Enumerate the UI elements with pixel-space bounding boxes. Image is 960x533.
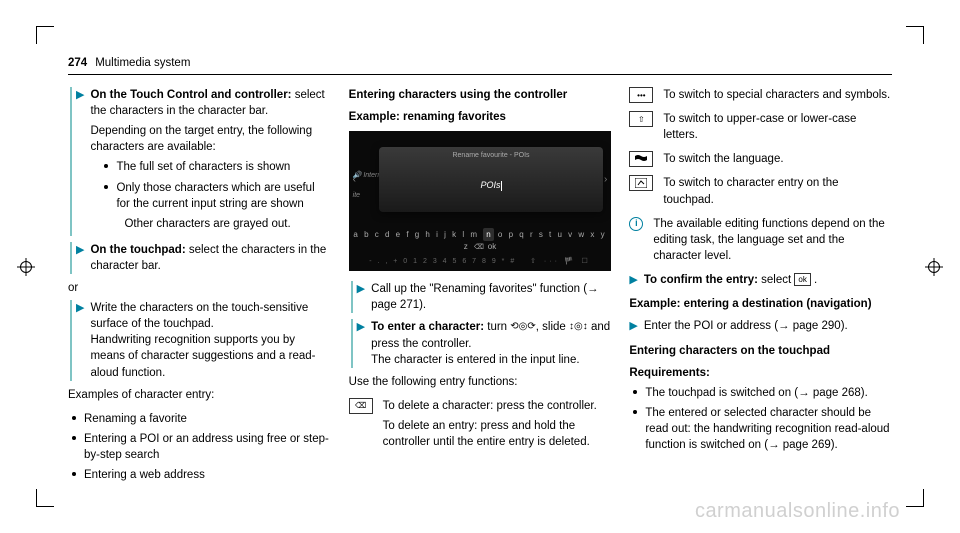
function-text: To delete a character: press the control…	[383, 398, 612, 450]
bullet-icon	[104, 185, 108, 189]
function-row: ••• To switch to special characters and …	[629, 87, 892, 103]
list-item: The entered or selected character should…	[633, 405, 892, 453]
instruction: ▶ Enter the POI or address (→ page 290).	[629, 318, 892, 334]
list-item: Entering a web address	[72, 467, 331, 483]
instruction: ▶ Write the characters on the touch-sens…	[70, 300, 331, 380]
turn-controller-icon: ⟲◎⟳	[510, 320, 535, 334]
function-row: ⇧ To switch to upper-case or lower-case …	[629, 111, 892, 143]
character-bar: a b c d e f g h i j k l m n o p q r s t …	[349, 228, 612, 253]
instruction-text: To confirm the entry: select ok .	[644, 272, 817, 288]
popup-title: Rename favourite - POIs	[379, 151, 604, 161]
instruction: ▶ On the touchpad: select the characters…	[70, 242, 331, 274]
column-2: Entering characters using the controller…	[349, 87, 612, 487]
bullet-icon	[633, 410, 637, 414]
screenshot-figure: 🔊 Intern ite ‹ › Rename favourite - POIs…	[349, 131, 612, 271]
list-item: The full set of characters is shown	[104, 159, 330, 175]
list-item: Entering a POI or an address using free …	[72, 431, 331, 463]
page-content: 274 Multimedia system ▶ On the Touch Con…	[0, 0, 960, 527]
subheading: Example: renaming favorites	[349, 109, 612, 125]
arrow-icon: ▶	[76, 243, 84, 258]
arrow-icon: ▶	[76, 301, 84, 316]
bullet-icon	[72, 436, 76, 440]
function-text: To switch to character entry on the touc…	[663, 175, 892, 207]
number-bar: - . , + 0 1 2 3 4 5 6 7 8 9 * # ⇧ ··· 🏴 …	[349, 257, 612, 267]
instruction-text: On the Touch Control and controller: sel…	[90, 87, 330, 236]
info-icon: i	[629, 217, 643, 231]
bullet-list: Renaming a favorite Entering a POI or an…	[68, 411, 331, 483]
chevron-left-icon: ‹	[353, 173, 356, 187]
heading: Example: entering a destination (navigat…	[629, 296, 892, 312]
page-number: 274	[68, 55, 87, 71]
heading: Entering characters on the touchpad	[629, 343, 892, 359]
list-item: Other characters are grayed out.	[104, 216, 330, 232]
instruction-text: Call up the "Renaming favorites" functio…	[371, 281, 611, 313]
bullet-list: The full set of characters is shown Only…	[90, 159, 330, 231]
list-item: The touchpad is switched on (→ page 268)…	[633, 385, 892, 401]
arrow-icon: ▶	[76, 88, 84, 103]
watermark: carmanualsonline.info	[695, 497, 900, 525]
info-text: The available editing functions depend o…	[653, 216, 892, 264]
instruction: ▶ To enter a character: turn ⟲◎⟳, slide …	[351, 319, 612, 367]
touchpad-icon	[629, 175, 653, 191]
bullet-icon	[633, 390, 637, 394]
instruction: ▶ On the Touch Control and controller: s…	[70, 87, 331, 236]
or-separator: or	[68, 280, 331, 296]
arrow-icon: ▶	[629, 319, 637, 334]
bullet-icon	[72, 416, 76, 420]
popup-input: POIs	[379, 179, 604, 192]
instruction-text: Enter the POI or address (→ page 290).	[644, 318, 848, 334]
screenshot-popup: Rename favourite - POIs POIs	[379, 147, 604, 212]
highlighted-char: n	[483, 228, 493, 241]
bullet-icon	[72, 472, 76, 476]
arrow-icon: ▶	[357, 320, 365, 335]
ok-icon: ok	[794, 273, 810, 286]
flag-icon	[629, 151, 653, 167]
arrow-icon: ▶	[357, 282, 365, 297]
instruction: ▶ Call up the "Renaming favorites" funct…	[351, 281, 612, 313]
special-chars-icon: •••	[629, 87, 653, 103]
instruction-text: To enter a character: turn ⟲◎⟳, slide ↕◎…	[371, 319, 611, 367]
bullet-list: The touchpad is switched on (→ page 268)…	[629, 385, 892, 453]
heading: Entering characters using the controller	[349, 87, 612, 103]
instruction-text: On the touchpad: select the characters i…	[90, 242, 330, 274]
list-item: Renaming a favorite	[72, 411, 331, 427]
arrow-icon: ▶	[629, 273, 637, 288]
function-text: To switch to special characters and symb…	[663, 87, 890, 103]
function-text: To switch to upper-case or lower-case le…	[663, 111, 892, 143]
column-3: ••• To switch to special characters and …	[629, 87, 892, 487]
paragraph: Examples of character entry:	[68, 387, 331, 403]
bullet-icon	[104, 164, 108, 168]
function-row: To switch the language.	[629, 151, 892, 167]
list-item: Only those characters which are useful f…	[104, 180, 330, 212]
function-text: To switch the language.	[663, 151, 783, 167]
delete-icon: ⌫	[349, 398, 373, 414]
info-row: i The available editing functions depend…	[629, 216, 892, 264]
function-row: To switch to character entry on the touc…	[629, 175, 892, 207]
slide-controller-icon: ↕◎↕	[569, 320, 588, 334]
column-1: ▶ On the Touch Control and controller: s…	[68, 87, 331, 487]
function-row: ⌫ To delete a character: press the contr…	[349, 398, 612, 450]
cursor-icon	[501, 181, 502, 191]
subheading: Requirements:	[629, 365, 892, 381]
shift-icon: ⇧	[629, 111, 653, 127]
columns: ▶ On the Touch Control and controller: s…	[68, 87, 892, 487]
screenshot-bg-label: 🔊 Intern ite	[353, 171, 382, 200]
instruction: ▶ To confirm the entry: select ok .	[629, 272, 892, 288]
page-header: 274 Multimedia system	[68, 55, 892, 75]
paragraph: Use the following entry functions:	[349, 374, 612, 390]
section-title: Multimedia system	[95, 55, 190, 71]
instruction-text: Write the characters on the touch-sensit…	[90, 300, 330, 380]
chevron-right-icon: ›	[604, 173, 607, 187]
